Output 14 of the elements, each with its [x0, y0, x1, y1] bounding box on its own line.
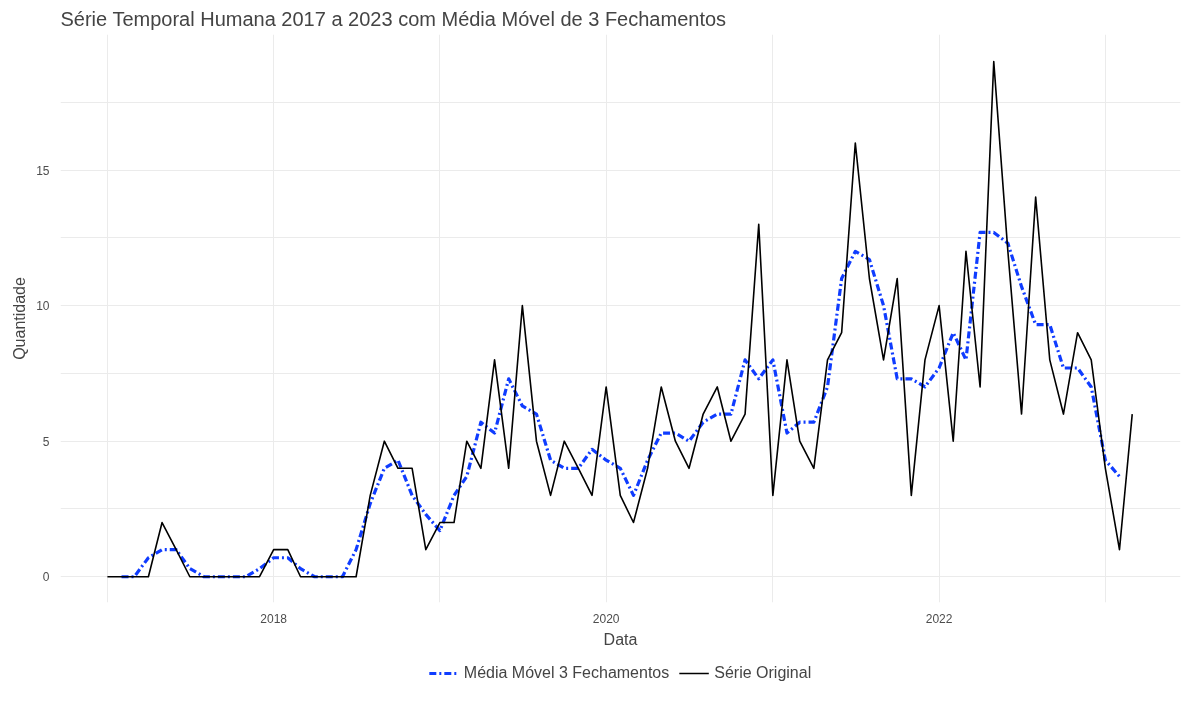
y-tick-label: 15 [36, 163, 50, 178]
chart-title: Série Temporal Humana 2017 a 2023 com Média Móvel de 3 Fechamentos [60, 7, 727, 30]
legend-label: Média Móvel 3 Fechamentos [463, 663, 670, 682]
x-tick-label: 2018 [260, 611, 288, 626]
x-axis-title: Data [603, 630, 638, 648]
y-tick-label: 0 [42, 570, 50, 585]
y-axis-title: Quantidade [11, 277, 29, 360]
line-series [119, 230, 1122, 579]
x-tick-label: 2020 [592, 611, 620, 626]
legend-label: Série Original [714, 663, 812, 682]
y-tick-label: 5 [42, 434, 50, 449]
y-tick-label: 10 [36, 299, 50, 314]
line-series [106, 60, 1134, 578]
x-tick-label: 2022 [925, 611, 953, 626]
